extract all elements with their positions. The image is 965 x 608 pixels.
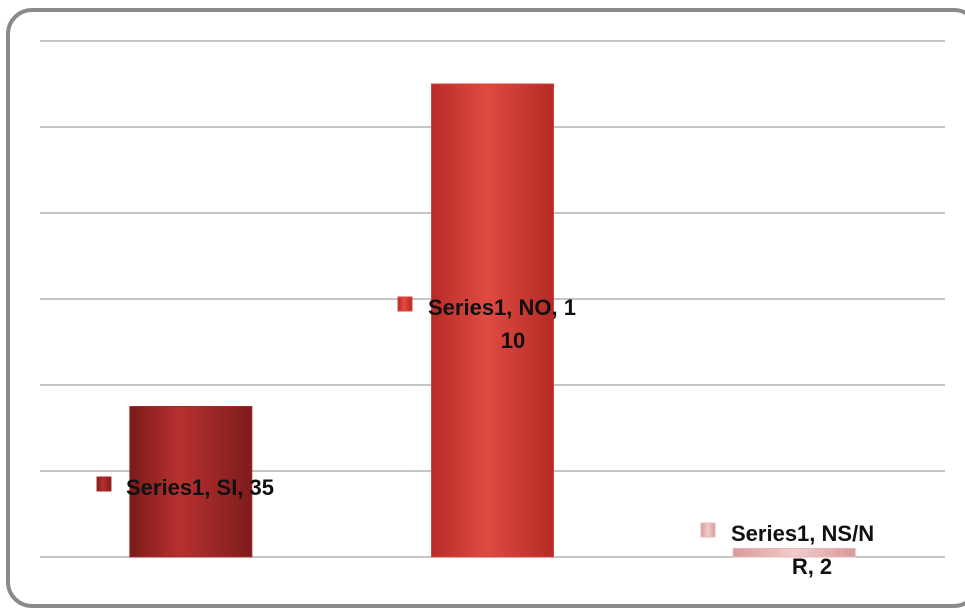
bar-no: [431, 83, 554, 558]
data-label-text: Series1, SI, 35: [126, 475, 274, 500]
bar-si: [129, 406, 253, 558]
label-key-marker: [96, 476, 112, 492]
data-label-text: Series1, NS/N: [731, 521, 874, 546]
bars: [129, 83, 856, 558]
data-label-text: Series1, NO, 1: [428, 295, 576, 320]
bar-ns-nr: [732, 547, 856, 558]
data-label-text: R, 2: [792, 554, 832, 579]
bar-chart: Series1, SI, 35 Series1, NO, 1 10 Series1, …: [40, 40, 945, 579]
data-labels: Series1, SI, 35 Series1, NO, 1 10 Series1, …: [96, 295, 874, 579]
label-key-marker: [397, 296, 413, 312]
label-key-marker: [700, 522, 716, 538]
data-label-text: 10: [501, 328, 525, 353]
